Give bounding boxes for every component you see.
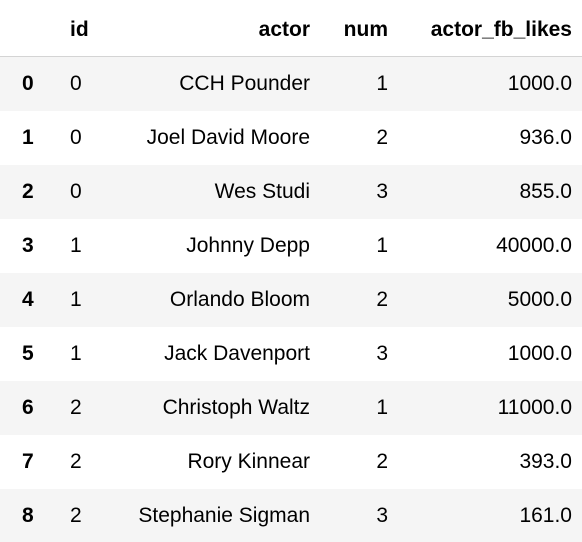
header-row: id actor num actor_fb_likes	[0, 4, 582, 57]
row-index: 4	[22, 288, 34, 311]
table-row: 4 1 Orlando Bloom 2 5000.0	[0, 273, 582, 327]
cell-num: 3	[376, 504, 388, 527]
row-index: 6	[22, 396, 34, 419]
row-index: 3	[22, 234, 34, 257]
cell-actor: Joel David Moore	[146, 126, 310, 149]
cell-actor: Johnny Depp	[186, 234, 310, 257]
table-row: 6 2 Christoph Waltz 1 11000.0	[0, 381, 582, 435]
cell-id: 1	[70, 288, 82, 311]
table-row: 8 2 Stephanie Sigman 3 161.0	[0, 489, 582, 542]
cell-id: 2	[70, 504, 82, 527]
cell-actor-fb-likes: 855.0	[519, 180, 572, 203]
header-actor-fb-likes: actor_fb_likes	[398, 4, 582, 57]
row-index: 0	[22, 72, 34, 95]
cell-actor-fb-likes: 161.0	[519, 504, 572, 527]
cell-id: 2	[70, 396, 82, 419]
header-num: num	[320, 4, 398, 57]
cell-actor: Wes Studi	[214, 180, 310, 203]
row-index: 7	[22, 450, 34, 473]
cell-actor: Orlando Bloom	[169, 288, 310, 311]
cell-id: 0	[70, 126, 82, 149]
cell-num: 2	[376, 288, 388, 311]
cell-actor: CCH Pounder	[179, 72, 310, 95]
cell-actor-fb-likes: 1000.0	[507, 72, 572, 95]
cell-id: 2	[70, 450, 82, 473]
cell-actor: Christoph Waltz	[162, 396, 310, 419]
cell-actor-fb-likes: 11000.0	[497, 396, 572, 419]
cell-actor: Jack Davenport	[164, 342, 310, 365]
cell-actor-fb-likes: 1000.0	[507, 342, 572, 365]
cell-id: 0	[70, 72, 82, 95]
table-row: 1 0 Joel David Moore 2 936.0	[0, 111, 582, 165]
cell-actor-fb-likes: 5000.0	[507, 288, 572, 311]
dataframe-table: id actor num actor_fb_likes 0 0 CCH Poun…	[0, 4, 582, 542]
row-index: 5	[22, 342, 34, 365]
cell-actor-fb-likes: 393.0	[519, 450, 572, 473]
header-index	[0, 4, 60, 57]
cell-actor: Rory Kinnear	[187, 450, 310, 473]
cell-actor-fb-likes: 40000.0	[496, 234, 572, 257]
table-row: 2 0 Wes Studi 3 855.0	[0, 165, 582, 219]
cell-id: 1	[70, 342, 82, 365]
cell-num: 1	[376, 72, 388, 95]
cell-num: 2	[376, 126, 388, 149]
row-index: 1	[22, 126, 34, 149]
row-index: 2	[22, 180, 34, 203]
table-row: 5 1 Jack Davenport 3 1000.0	[0, 327, 582, 381]
cell-num: 3	[376, 180, 388, 203]
table-header: id actor num actor_fb_likes	[0, 4, 582, 57]
cell-num: 2	[376, 450, 388, 473]
cell-actor-fb-likes: 936.0	[519, 126, 572, 149]
cell-num: 1	[376, 234, 388, 257]
row-index: 8	[22, 504, 34, 527]
cell-id: 0	[70, 180, 82, 203]
cell-num: 1	[376, 396, 388, 419]
cell-num: 3	[376, 342, 388, 365]
header-id: id	[60, 4, 98, 57]
table-row: 0 0 CCH Pounder 1 1000.0	[0, 56, 582, 111]
cell-id: 1	[70, 234, 82, 257]
table-row: 3 1 Johnny Depp 1 40000.0	[0, 219, 582, 273]
header-actor: actor	[98, 4, 320, 57]
table-body: 0 0 CCH Pounder 1 1000.0 1 0 Joel David …	[0, 56, 582, 542]
cell-actor: Stephanie Sigman	[138, 504, 310, 527]
table-row: 7 2 Rory Kinnear 2 393.0	[0, 435, 582, 489]
